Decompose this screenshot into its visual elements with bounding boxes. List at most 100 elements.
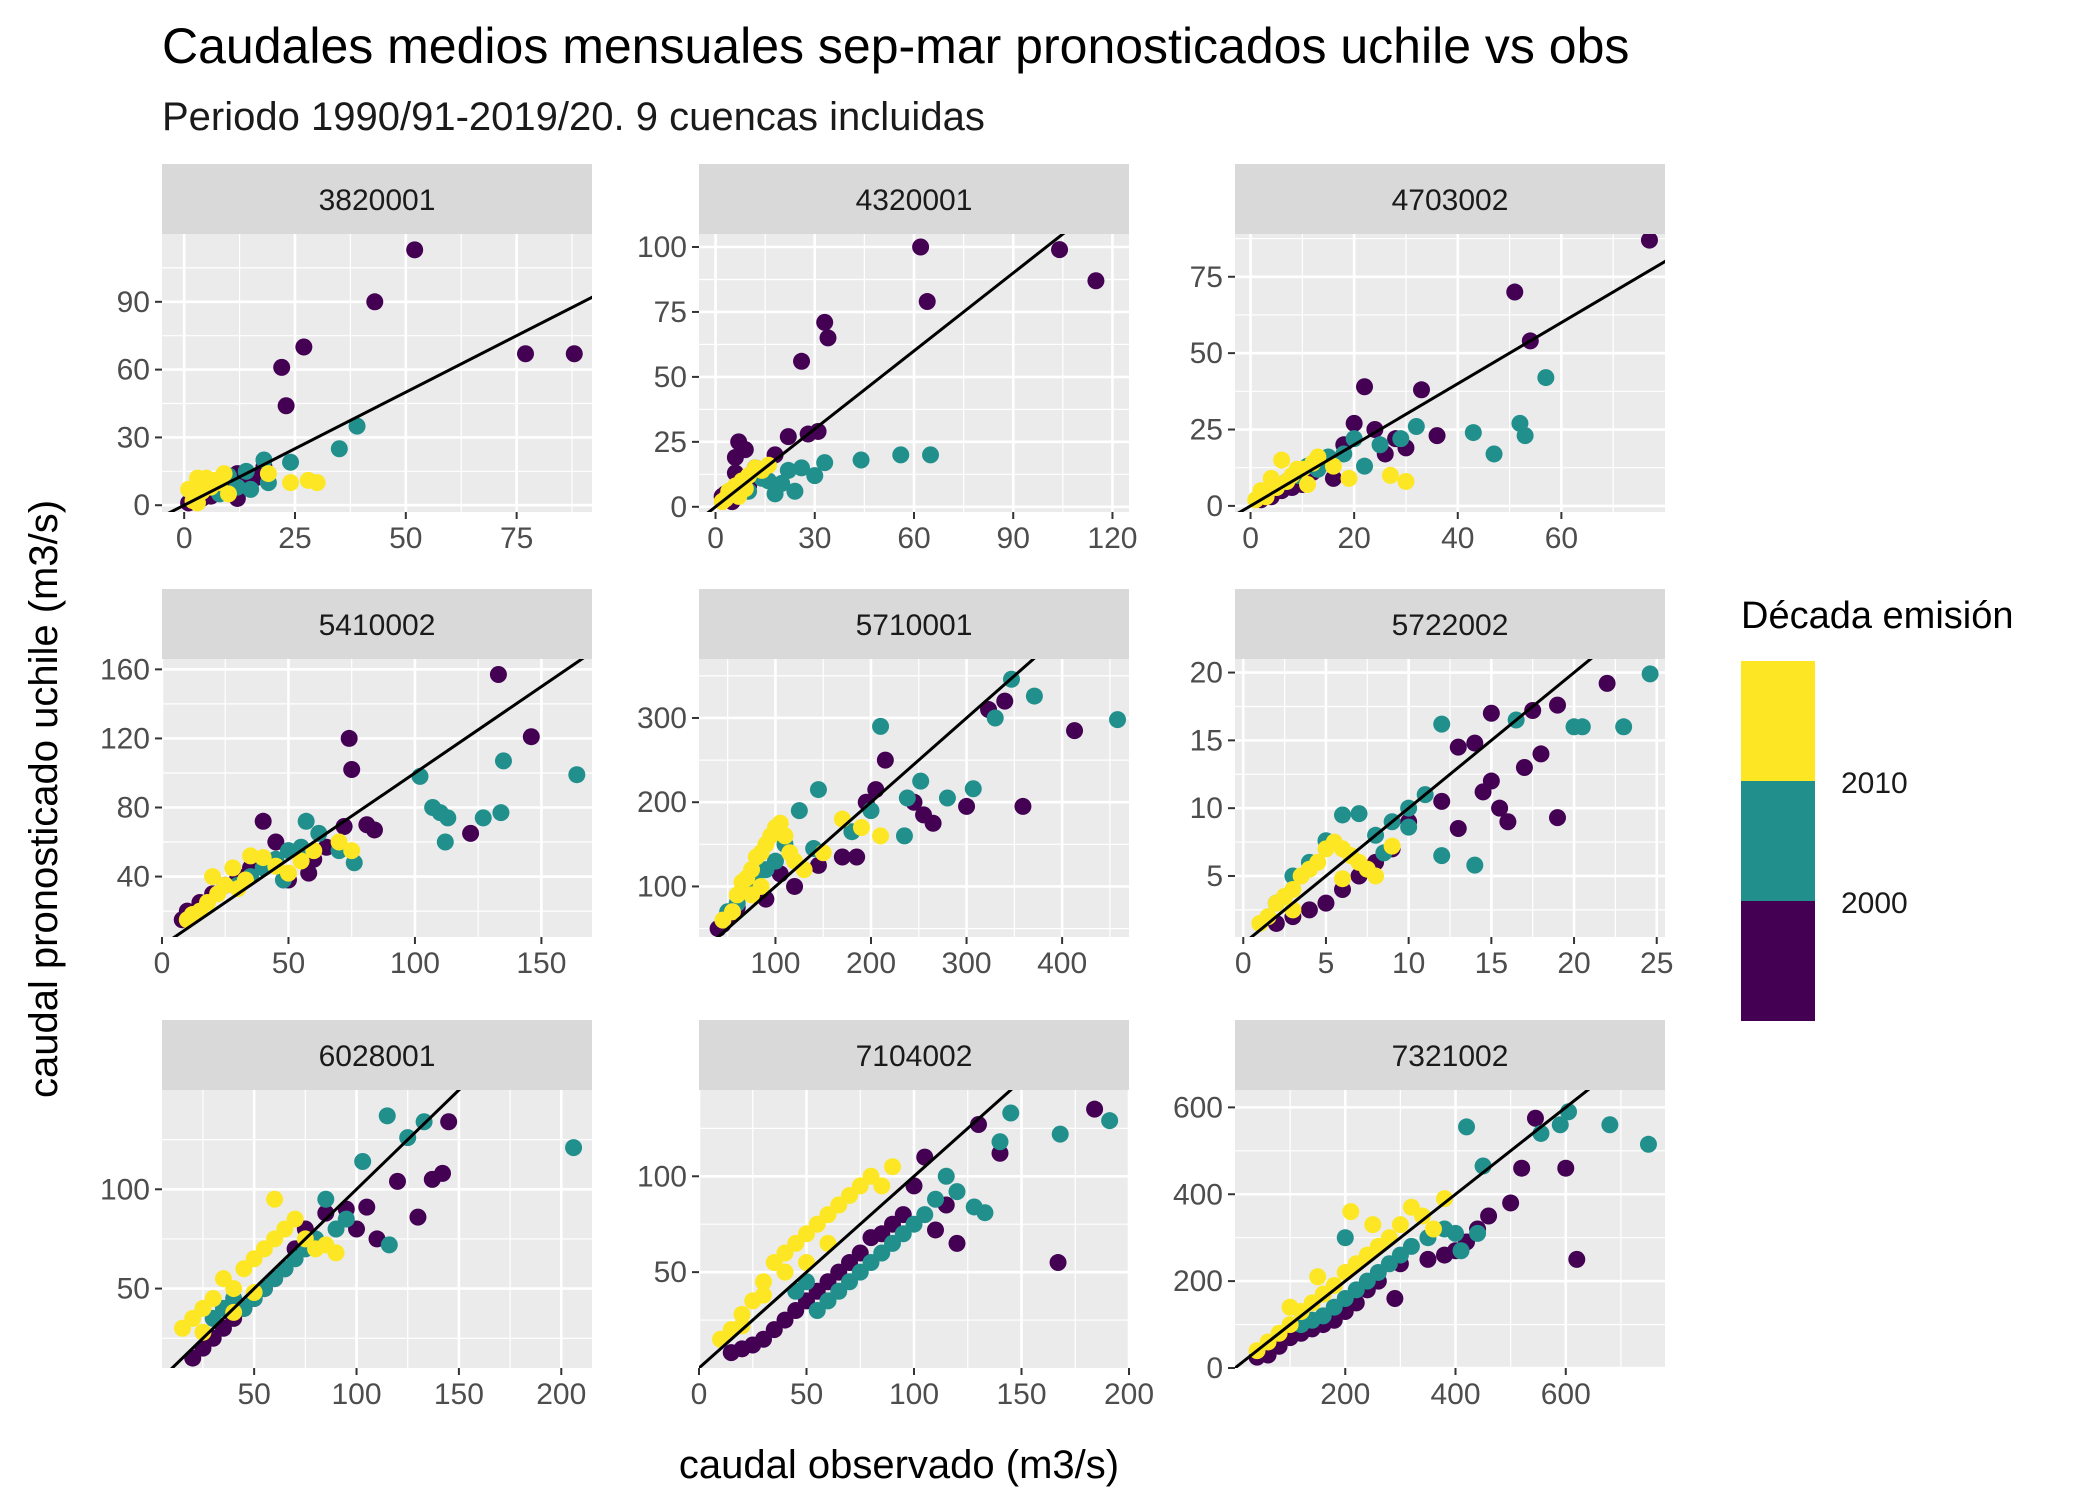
data-point-teal: [1537, 369, 1555, 387]
data-point-purple: [1433, 792, 1451, 810]
y-tick-label: 50: [1190, 337, 1223, 370]
data-point-teal: [310, 824, 328, 842]
data-point-purple: [254, 812, 272, 830]
x-tick-label: 120: [1087, 522, 1137, 555]
y-tick-label: 50: [117, 1273, 150, 1306]
data-point-yellow: [1273, 451, 1291, 469]
data-point-purple: [1051, 241, 1069, 259]
data-point-teal: [1516, 427, 1534, 445]
x-tick-label: 100: [390, 947, 440, 980]
data-point-purple: [273, 358, 291, 376]
data-point-teal: [806, 467, 824, 485]
data-point-teal: [991, 1133, 1009, 1151]
data-point-yellow: [225, 1280, 243, 1298]
facet-strip-label: 5410002: [319, 609, 436, 642]
data-point-purple: [1513, 1159, 1531, 1177]
data-point-teal: [354, 1152, 372, 1170]
data-point-teal: [255, 451, 273, 469]
x-tick-label: 25: [278, 522, 311, 555]
data-point-yellow: [266, 1190, 284, 1208]
data-point-yellow: [327, 1244, 345, 1262]
x-axis-title: caudal observado (m3/s): [679, 1443, 1119, 1487]
data-point-purple: [1066, 722, 1084, 740]
data-point-teal: [1109, 711, 1127, 729]
data-point-teal: [1371, 436, 1389, 454]
data-point-teal: [348, 417, 366, 435]
facet-strip: [162, 1020, 592, 1090]
data-point-purple: [267, 833, 285, 851]
data-point-teal: [568, 766, 586, 784]
data-point-yellow: [1383, 837, 1401, 855]
x-tick-label: 5: [1318, 947, 1335, 980]
data-point-purple: [1087, 272, 1105, 290]
identity-line: [1235, 1090, 1591, 1368]
data-point-purple: [1086, 1100, 1104, 1118]
facet-strip: [1235, 164, 1665, 234]
data-point-yellow: [183, 906, 201, 924]
data-point-purple: [335, 817, 353, 835]
data-point-yellow: [188, 494, 206, 512]
facet-strip: [1235, 589, 1665, 659]
data-point-yellow: [1284, 881, 1302, 899]
data-point-purple: [1499, 813, 1517, 831]
data-point-teal: [922, 446, 940, 464]
x-tick-label: 50: [237, 1378, 270, 1411]
data-point-teal: [1433, 715, 1451, 733]
data-point-teal: [565, 1139, 583, 1157]
data-point-yellow: [1364, 1216, 1382, 1234]
identity-line: [715, 659, 1036, 937]
x-tick-label: 15: [1475, 947, 1508, 980]
data-point-purple: [300, 864, 318, 882]
data-point-purple: [819, 329, 837, 347]
panel-plot-area: [162, 234, 592, 512]
data-point-purple: [1356, 378, 1374, 396]
y-tick-label: 0: [670, 491, 687, 524]
data-point-yellow: [219, 485, 237, 503]
y-tick-label: 160: [100, 653, 150, 686]
data-point-teal: [948, 1183, 966, 1201]
data-point-yellow: [1397, 472, 1415, 490]
data-point-yellow: [1413, 1207, 1431, 1225]
data-point-purple: [565, 345, 583, 363]
data-point-purple: [1640, 234, 1658, 249]
x-tick-label: 75: [500, 522, 533, 555]
y-tick-label: 100: [637, 870, 687, 903]
data-point-purple: [517, 345, 535, 363]
data-point-teal: [436, 833, 454, 851]
data-point-purple: [848, 848, 866, 866]
data-point-teal: [1469, 1224, 1487, 1242]
x-tick-label: 20: [1557, 947, 1590, 980]
data-point-teal: [242, 480, 260, 498]
x-tick-label: 50: [272, 947, 305, 980]
data-point-purple: [1435, 1246, 1453, 1264]
data-point-yellow: [1281, 1298, 1299, 1316]
data-point-teal: [790, 802, 808, 820]
facet-strip: [1235, 1020, 1665, 1090]
facet-panel-5410002: 5410002 0 50 100 150 40 80 120 160: [100, 589, 592, 980]
y-tick-label: 10: [1190, 792, 1223, 825]
data-point-yellow: [180, 480, 198, 498]
data-point-teal: [1334, 806, 1351, 824]
data-point-purple: [295, 338, 313, 356]
data-point-teal: [964, 780, 982, 798]
data-point-purple: [340, 729, 358, 747]
x-tick-label: 50: [790, 1378, 823, 1411]
data-point-purple: [912, 238, 930, 256]
data-point-purple: [1502, 1194, 1520, 1212]
data-point-teal: [297, 812, 315, 830]
y-tick-label: 120: [100, 722, 150, 755]
facet-panel-7104002: 7104002 0 50 100 150 200 50 100: [637, 1020, 1154, 1411]
data-point-purple: [343, 761, 361, 779]
x-tick-label: 20: [1337, 522, 1370, 555]
data-point-yellow: [1334, 870, 1351, 888]
data-point-teal: [912, 772, 930, 790]
data-point-purple: [726, 448, 744, 466]
data-point-teal: [282, 453, 300, 471]
y-axis-title: caudal pronosticado uchile (m3/s): [22, 500, 66, 1098]
y-tick-label: 60: [117, 354, 150, 387]
data-point-purple: [1598, 674, 1616, 692]
data-point-purple: [1449, 738, 1467, 756]
data-point-purple: [388, 1172, 406, 1190]
data-point-teal: [1051, 1125, 1069, 1143]
identity-line: [170, 1090, 462, 1368]
